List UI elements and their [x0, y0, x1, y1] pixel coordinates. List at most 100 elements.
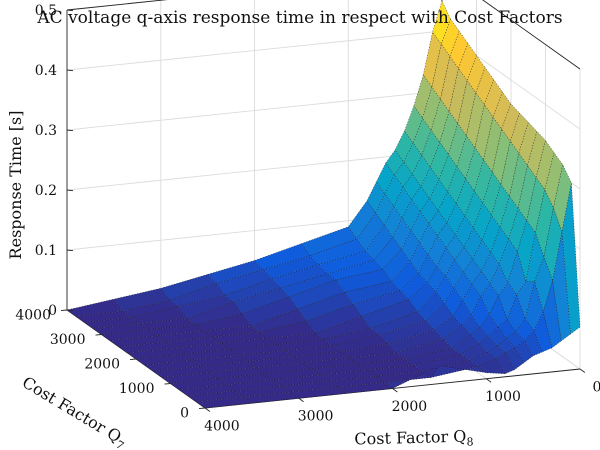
surface-facet-0-6 — [505, 347, 525, 371]
x-tick-1 — [298, 397, 304, 403]
z-tick-2 — [66, 189, 74, 192]
surface-facet-1-0 — [553, 164, 572, 233]
surface-facet-8-10 — [314, 316, 371, 340]
surface-facet-11-1 — [457, 79, 477, 137]
x-tick-2 — [392, 388, 398, 393]
surface-facet-7-5 — [454, 246, 474, 273]
surface-facet-7-1 — [492, 128, 511, 185]
surface-facet-10-10 — [297, 292, 354, 322]
surface-facet-0-11 — [336, 382, 394, 394]
x-axis-label-subscript: 8 — [466, 435, 473, 448]
surface-facet-12-1 — [448, 67, 468, 124]
surface-facet-10-11 — [250, 308, 307, 333]
surface-facet-1-8 — [468, 352, 497, 367]
surface-facet-15-1 — [423, 31, 442, 88]
z-axis-label: Response Time [s] — [6, 111, 25, 260]
surface-facet-4-6 — [471, 295, 490, 328]
x-tick-4 — [579, 368, 586, 373]
y-tick-label-0: 0 — [180, 406, 189, 422]
surface-facet-15-9 — [301, 226, 358, 257]
surface-facet-0-13 — [242, 391, 300, 404]
surface-facet-0-1 — [552, 231, 571, 342]
surface-facet-5-5 — [471, 270, 491, 297]
tick-layer: 400030002000100000100020003000400000.10.… — [15, 3, 600, 435]
surface-facet-6-1 — [500, 140, 520, 197]
x-tick-label-1: 3000 — [298, 409, 334, 425]
surface-facet-9-10 — [305, 304, 363, 334]
y-tick-label-1: 1000 — [119, 381, 155, 397]
x-tick-label-0: 4000 — [204, 419, 240, 435]
surface-facet-13-5 — [402, 173, 422, 200]
z-tick-3 — [66, 129, 74, 132]
y-tick-4 — [60, 309, 68, 312]
z-tick-label-0: 0 — [48, 303, 57, 319]
surface-facet-12-5 — [411, 185, 430, 212]
surface-facet-14-12 — [168, 283, 226, 307]
x-axis-label: Cost Factor Q8 — [354, 426, 474, 450]
chart-title: AC voltage q-axis response time in respe… — [36, 8, 562, 28]
surface-facet-0-5 — [514, 340, 534, 364]
surface-facet-3-1 — [526, 176, 546, 234]
z-tick-4 — [66, 69, 74, 72]
surface-facet-2-5 — [497, 319, 517, 339]
surface-facet-2-4 — [507, 293, 526, 332]
surface-facet-11-11 — [241, 296, 298, 327]
surface-facet-5-9 — [387, 329, 444, 354]
surface-facet-10-5 — [428, 210, 448, 236]
surface-facet-1-5 — [506, 331, 525, 348]
surface-facet-14-1 — [431, 43, 451, 100]
surface-facet-0-9 — [430, 365, 487, 378]
surface-facet-13-1 — [440, 55, 459, 112]
surface-facet-13-11 — [224, 278, 281, 303]
surface-facet-12-9 — [326, 259, 384, 281]
surface-facet-0-10 — [383, 365, 440, 389]
surface-facet-4-1 — [517, 164, 537, 221]
surface-facet-6-8 — [425, 303, 454, 331]
surface-facet-11-0 — [466, 55, 486, 94]
surface-facet-0-7 — [496, 352, 515, 375]
surface-facet-1-6 — [496, 338, 516, 354]
surface-facet-5-8 — [434, 315, 463, 340]
surface-facet-15-13 — [113, 288, 170, 312]
surface-layer — [66, 0, 581, 409]
surface-facet-5-1 — [509, 152, 528, 209]
surface-facet-12-12 — [186, 301, 243, 326]
surface-facet-11-10 — [288, 279, 345, 310]
surface-facet-0-0 — [561, 182, 581, 335]
y-tick-1 — [164, 383, 171, 385]
surface-facet-14-10 — [262, 255, 320, 280]
y-tick-label-4: 4000 — [15, 308, 51, 324]
surface-facet-15-10 — [254, 243, 311, 270]
surface-facet-4-9 — [395, 338, 453, 360]
surface-facet-0-3 — [533, 311, 553, 353]
y-tick-label-3: 3000 — [50, 332, 86, 348]
surface-facet-10-1 — [466, 92, 485, 149]
z-tick-5 — [66, 9, 74, 12]
z-tick-label-5: 0.5 — [35, 3, 57, 19]
surface-facet-6-5 — [463, 258, 482, 285]
x-tick-label-4: 0 — [592, 380, 600, 396]
z-tick-label-3: 0.3 — [35, 123, 57, 139]
surface-facet-14-5 — [394, 161, 413, 188]
surface-facet-10-9 — [344, 281, 401, 305]
x-axis-label-main: Cost Factor Q — [354, 427, 466, 449]
surface-facet-8-1 — [483, 116, 502, 173]
surface-facet-2-3 — [516, 281, 535, 320]
surface-facet-6-9 — [378, 320, 435, 345]
surface-facet-12-8 — [373, 236, 402, 270]
surface-facet-11-9 — [335, 269, 392, 293]
surface-facet-7-9 — [369, 311, 427, 336]
x-tick-label-3: 1000 — [485, 389, 521, 405]
surface-facet-1-1 — [543, 206, 563, 282]
top-edge-back — [66, 0, 168, 11]
surface-facet-8-9 — [361, 299, 418, 329]
z-tick-0 — [66, 309, 74, 312]
y-tick-2 — [129, 358, 137, 361]
surface-facet-11-8 — [382, 248, 411, 282]
x-tick-3 — [486, 378, 492, 383]
surface-facet-13-9 — [318, 250, 375, 275]
surface-facet-4-8 — [442, 324, 471, 349]
surface-facet-14-9 — [309, 238, 366, 266]
